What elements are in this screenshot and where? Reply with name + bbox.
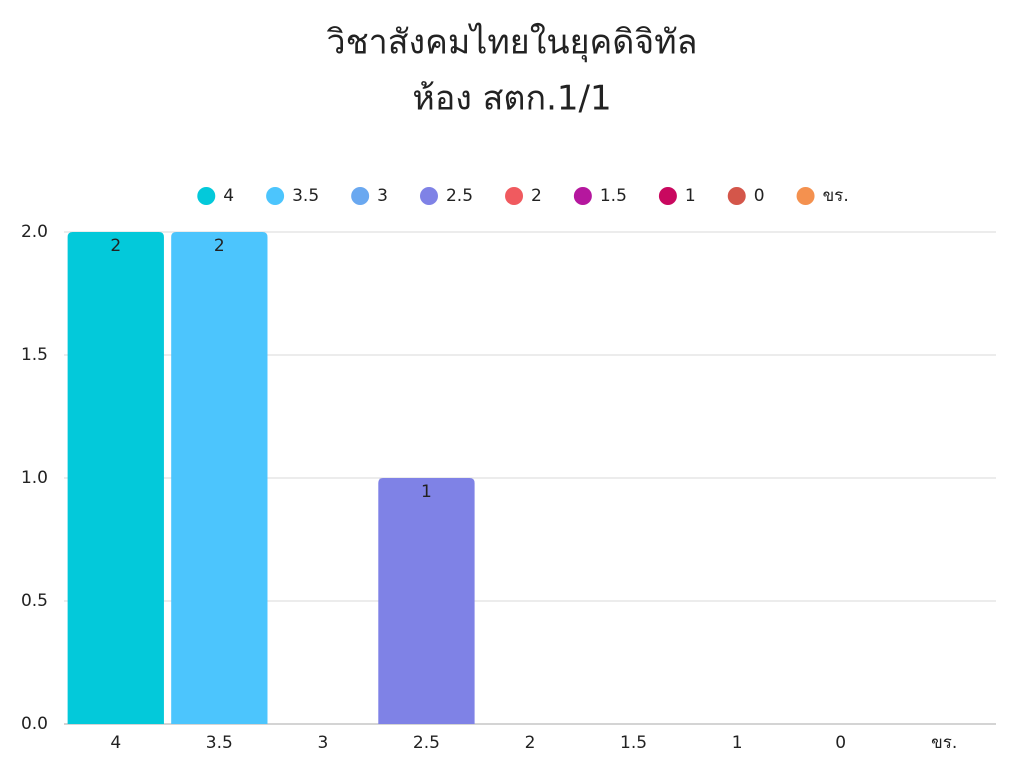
x-tick-label: 0 (835, 733, 846, 753)
x-tick-label: ขร. (931, 733, 957, 753)
y-tick-label: 1.0 (21, 468, 48, 488)
chart-title: วิชาสังคมไทยในยุคดิจิทัล (327, 23, 698, 63)
legend-swatch (658, 187, 677, 205)
bar (378, 478, 475, 724)
legend-swatch (351, 187, 370, 205)
legend-item: 4 (197, 186, 234, 206)
legend-label: 1 (685, 186, 696, 206)
legend-swatch (727, 187, 746, 205)
legend-label: 3.5 (292, 186, 319, 206)
legend-label: 1.5 (600, 186, 627, 206)
legend-swatch (796, 187, 815, 205)
bar (67, 232, 164, 724)
legend-swatch (266, 187, 285, 205)
legend-label: 2 (531, 186, 542, 206)
legend-swatch (419, 187, 438, 205)
legend-item: 1.5 (573, 186, 627, 206)
legend-label: 2.5 (446, 186, 473, 206)
x-tick-label: 2 (525, 733, 536, 753)
legend-label: 0 (754, 186, 765, 206)
x-tick-label: 1.5 (620, 733, 647, 753)
legend-item: 2.5 (419, 186, 473, 206)
legend-swatch (573, 187, 592, 205)
legend-swatch (197, 187, 216, 205)
x-tick-label: 4 (110, 733, 121, 753)
x-tick-label: 1 (732, 733, 743, 753)
bar (171, 232, 268, 724)
chart-title: ห้อง สตก.1/1 (412, 79, 611, 119)
data-label: 2 (110, 236, 121, 256)
y-tick-label: 1.5 (21, 345, 48, 365)
legend-label: 3 (377, 186, 388, 206)
legend-item: 2 (505, 186, 542, 206)
legend-item: ขร. (796, 186, 849, 206)
legend-item: 3.5 (266, 186, 319, 206)
legend-item: 0 (727, 186, 765, 206)
legend-label: ขร. (823, 186, 849, 206)
x-tick-label: 2.5 (413, 733, 440, 753)
x-tick-label: 3 (317, 733, 328, 753)
data-label: 1 (421, 482, 432, 502)
y-tick-label: 2.0 (21, 222, 48, 242)
data-label: 2 (214, 236, 225, 256)
legend-item: 3 (351, 186, 388, 206)
legend-item: 1 (658, 186, 696, 206)
y-tick-label: 0.0 (21, 714, 48, 734)
legend-swatch (505, 187, 524, 205)
legend-label: 4 (223, 186, 234, 206)
y-tick-label: 0.5 (21, 591, 48, 611)
x-tick-label: 3.5 (206, 733, 233, 753)
